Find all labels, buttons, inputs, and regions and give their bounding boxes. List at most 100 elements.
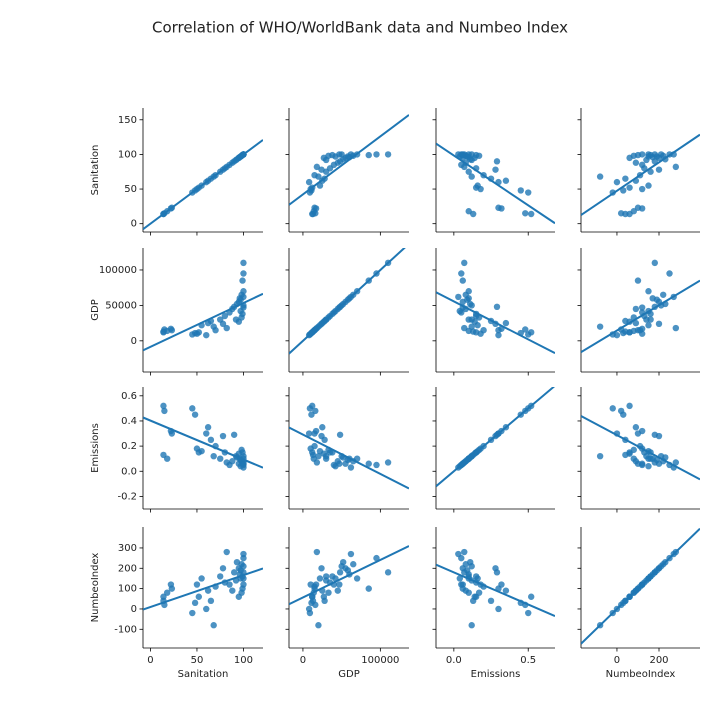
point [320, 593, 328, 600]
point [626, 329, 633, 336]
point [320, 154, 328, 162]
point [461, 259, 468, 267]
x-tick-label: 100000 [361, 655, 399, 666]
point [310, 208, 317, 215]
point [495, 326, 502, 334]
y-tick-label: 50000 [105, 300, 137, 311]
point [655, 166, 663, 173]
point [528, 210, 535, 218]
point [620, 329, 627, 337]
point [474, 182, 481, 189]
panel: 0 50 100 150 Sanitation [90, 108, 263, 236]
point [638, 161, 646, 169]
x-tick-label: 100 [234, 655, 253, 666]
point [163, 327, 171, 335]
point [203, 430, 210, 437]
point [622, 175, 629, 182]
point [455, 550, 462, 558]
point [596, 323, 604, 330]
point [645, 463, 652, 470]
point [237, 567, 244, 574]
point [365, 460, 372, 467]
point [655, 320, 663, 328]
point [329, 573, 336, 580]
regression-line [436, 291, 555, 354]
point [467, 156, 474, 163]
x-tick-label: 0 [300, 655, 306, 666]
point [517, 187, 524, 194]
point [636, 326, 644, 334]
panel: -100 0 100 200 300 0 50 100 NumbeoIndex Sanitatio… [90, 527, 263, 680]
point [191, 411, 199, 418]
point [163, 455, 171, 462]
point [217, 573, 224, 580]
point [217, 455, 224, 462]
point [493, 303, 501, 311]
x-axis-label: NumbeoIndex [606, 669, 676, 680]
point [609, 405, 616, 412]
point [235, 593, 243, 600]
point [373, 461, 380, 469]
point [653, 296, 661, 303]
point [347, 464, 355, 471]
y-axis-label: Sanitation [90, 145, 101, 196]
x-tick-label: 200 [649, 655, 668, 666]
regression-line [289, 248, 406, 355]
panel [432, 108, 555, 236]
point [204, 424, 212, 431]
point [645, 322, 652, 329]
point [223, 548, 230, 556]
point [384, 569, 392, 576]
point [502, 587, 510, 594]
point [653, 153, 661, 160]
point [336, 581, 343, 588]
point [455, 151, 462, 158]
point [666, 270, 673, 277]
point [472, 329, 480, 336]
y-tick-label: 0.4 [121, 416, 137, 427]
point [502, 319, 510, 327]
point [365, 585, 372, 592]
point [384, 459, 392, 466]
point [240, 575, 247, 582]
panel [577, 248, 700, 376]
regression-line [289, 114, 409, 206]
point [626, 402, 633, 410]
point [191, 599, 199, 607]
point [480, 326, 487, 334]
point [198, 447, 205, 455]
point [212, 326, 219, 334]
regression-line [143, 139, 263, 231]
point [233, 558, 241, 566]
point [495, 204, 502, 211]
point [384, 151, 392, 158]
point [207, 436, 215, 444]
x-tick-label: 0 [614, 655, 620, 666]
point [320, 450, 328, 457]
point [350, 561, 357, 568]
point [336, 569, 344, 576]
point [456, 575, 463, 582]
point [634, 430, 642, 437]
y-tick-label: 0 [131, 604, 137, 615]
point [468, 622, 475, 629]
point [168, 585, 176, 592]
y-tick-label: 200 [118, 563, 137, 574]
point [210, 622, 217, 629]
point [203, 605, 210, 613]
point [305, 605, 313, 613]
point [626, 450, 633, 457]
point [468, 323, 475, 330]
point [495, 331, 502, 339]
panel [432, 387, 555, 513]
point [620, 187, 627, 194]
panel: -0.2 0.0 0.2 0.4 0.6 Emissions [90, 387, 263, 513]
y-tick-label: 0.2 [121, 441, 137, 452]
point [229, 458, 236, 465]
y-axis-label: NumbeoIndex [90, 553, 101, 623]
point [344, 153, 352, 160]
point [353, 575, 361, 582]
x-axis-label: Sanitation [178, 669, 229, 680]
regression-line [143, 567, 263, 611]
